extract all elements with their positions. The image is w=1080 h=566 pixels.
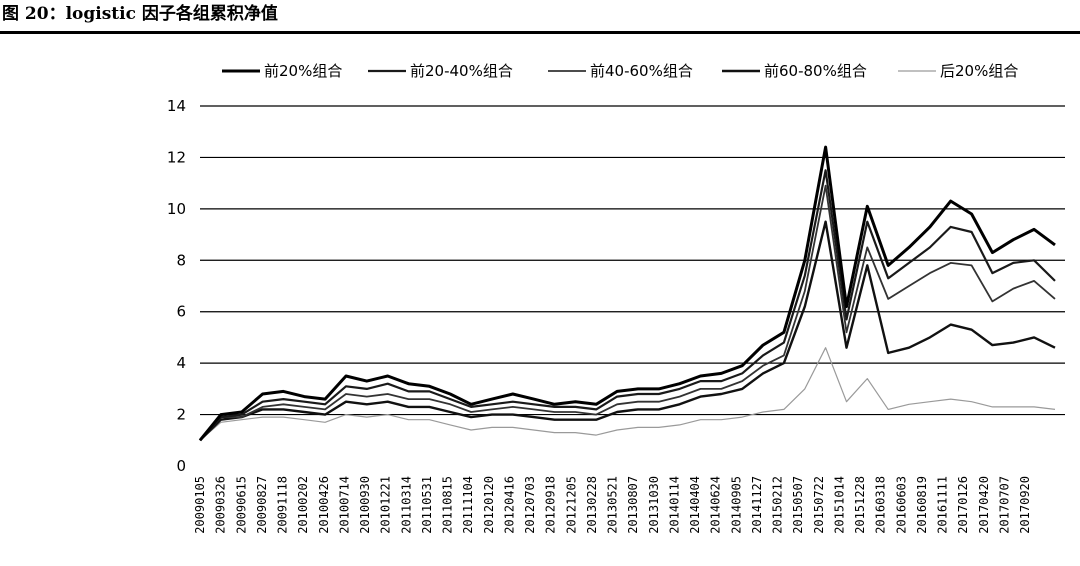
x-tick-label: 20110815 bbox=[441, 476, 455, 534]
legend-label: 前60-80%组合 bbox=[764, 62, 867, 80]
series-line bbox=[199, 184, 1056, 441]
x-tick-label: 20150507 bbox=[791, 476, 805, 534]
x-tick-label: 20130521 bbox=[606, 476, 620, 534]
x-tick-label: 20110531 bbox=[420, 476, 434, 534]
x-tick-label: 20120918 bbox=[544, 476, 558, 534]
x-tick-label: 20090105 bbox=[193, 476, 207, 534]
x-tick-label: 20090615 bbox=[234, 476, 248, 534]
y-tick-label: 10 bbox=[167, 200, 186, 218]
x-tick-label: 20140624 bbox=[709, 476, 723, 534]
y-tick-label: 0 bbox=[176, 457, 186, 475]
figure-title: 图 20：logistic 因子各组累积净值 bbox=[2, 4, 278, 24]
x-tick-label: 20091118 bbox=[276, 476, 290, 534]
title-divider bbox=[0, 31, 1080, 34]
series-line bbox=[199, 169, 1056, 442]
x-tick-label: 20110314 bbox=[399, 476, 413, 534]
x-tick-label: 20120416 bbox=[502, 476, 516, 534]
x-tick-label: 20140905 bbox=[729, 476, 743, 534]
legend-label: 后20%组合 bbox=[940, 62, 1018, 80]
x-axis-ticks: 20090105 20090326 20090615 20090827 20091118… bbox=[193, 476, 1032, 534]
y-tick-label: 8 bbox=[176, 251, 186, 269]
y-tick-label: 6 bbox=[176, 303, 186, 321]
x-tick-label: 20150722 bbox=[812, 476, 826, 534]
x-tick-label: 20111104 bbox=[461, 476, 475, 534]
series-line bbox=[198, 145, 1056, 442]
x-tick-label: 20121205 bbox=[564, 476, 578, 534]
x-tick-label: 20140404 bbox=[688, 476, 702, 534]
legend-label: 前40-60%组合 bbox=[590, 62, 693, 80]
x-tick-label: 20131030 bbox=[647, 476, 661, 534]
x-tick-label: 20100714 bbox=[337, 476, 351, 534]
legend: 前20%组合 前20-40%组合 前40-60%组合 前60-80%组合 后20%组合 bbox=[222, 62, 1018, 80]
legend-label: 前20%组合 bbox=[264, 62, 342, 80]
x-tick-label: 20130807 bbox=[626, 476, 640, 534]
x-tick-label: 20090827 bbox=[255, 476, 269, 534]
x-tick-label: 20160603 bbox=[894, 476, 908, 534]
x-tick-label: 20090326 bbox=[214, 476, 228, 534]
x-tick-label: 20170707 bbox=[997, 476, 1011, 534]
y-tick-label: 4 bbox=[176, 354, 186, 372]
x-tick-label: 20170920 bbox=[1018, 476, 1032, 534]
x-tick-label: 20101221 bbox=[379, 476, 393, 534]
x-tick-label: 20170126 bbox=[956, 476, 970, 534]
x-tick-label: 20160819 bbox=[915, 476, 929, 534]
y-tick-label: 14 bbox=[167, 97, 186, 115]
x-tick-label: 20161111 bbox=[936, 476, 950, 534]
x-tick-label: 20100930 bbox=[358, 476, 372, 534]
x-tick-label: 20141127 bbox=[750, 476, 764, 534]
y-tick-label: 2 bbox=[176, 406, 186, 424]
x-tick-label: 20120120 bbox=[482, 476, 496, 534]
series-lines bbox=[198, 145, 1056, 442]
y-axis-ticks: 0 2 4 6 8 10 12 14 bbox=[167, 97, 186, 475]
series-line bbox=[199, 347, 1056, 441]
x-tick-label: 20100202 bbox=[296, 476, 310, 534]
gridlines bbox=[200, 105, 1065, 416]
x-tick-label: 20100426 bbox=[317, 476, 331, 534]
x-tick-label: 20151014 bbox=[832, 476, 846, 534]
x-tick-label: 20160318 bbox=[874, 476, 888, 534]
x-tick-label: 20150212 bbox=[771, 476, 785, 534]
x-tick-label: 20151228 bbox=[853, 476, 867, 534]
x-tick-label: 20170420 bbox=[977, 476, 991, 534]
y-tick-label: 12 bbox=[167, 148, 186, 166]
series-line bbox=[199, 220, 1056, 442]
x-tick-label: 20120703 bbox=[523, 476, 537, 534]
legend-label: 前20-40%组合 bbox=[410, 62, 513, 80]
x-tick-label: 20140114 bbox=[667, 476, 681, 534]
x-tick-label: 20130228 bbox=[585, 476, 599, 534]
